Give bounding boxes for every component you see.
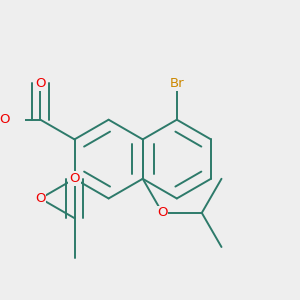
- Text: O: O: [35, 192, 46, 205]
- Text: Br: Br: [169, 77, 184, 90]
- Text: O: O: [157, 206, 168, 219]
- Text: O: O: [0, 113, 9, 126]
- Text: O: O: [35, 77, 46, 90]
- Text: O: O: [69, 172, 80, 185]
